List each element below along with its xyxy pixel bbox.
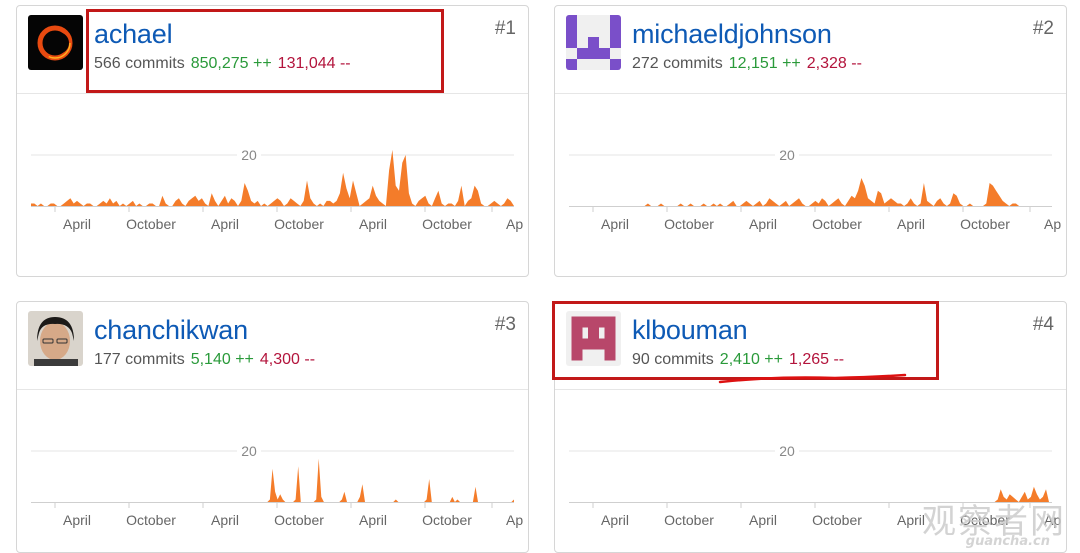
commit-activity-chart: 20 April October April October April October Ap <box>555 390 1066 552</box>
x-tick-label: April <box>749 216 777 232</box>
x-tick-label: April <box>211 216 239 232</box>
x-tick-label: October <box>960 216 1010 232</box>
x-tick-label: October <box>812 512 862 528</box>
purple-pixel-avatar-icon <box>566 15 621 70</box>
x-tick-label: October <box>274 512 324 528</box>
username-link[interactable]: achael <box>94 19 173 49</box>
rank-badge: #2 <box>1032 18 1054 39</box>
deletions-count: 131,044 -- <box>277 55 351 72</box>
x-tick-label: October <box>126 216 176 232</box>
x-tick-label: April <box>897 216 925 232</box>
x-tick-label: April <box>601 512 629 528</box>
x-tick-label: October <box>664 216 714 232</box>
commit-area-series <box>569 486 1052 502</box>
commit-activity-chart: 20 April October April October April October Ap <box>17 94 528 276</box>
x-tick-label: April <box>897 512 925 528</box>
watermark-text: 观察者网 <box>922 502 1066 542</box>
chart-svg: 20 April October April October April October Ap <box>569 442 1061 528</box>
y-tick-label-bg <box>775 442 799 458</box>
x-tick-label: April <box>359 512 387 528</box>
x-tick-label: April <box>63 216 91 232</box>
y-tick-label-bg <box>775 146 799 162</box>
y-tick-label: 20 <box>241 443 257 459</box>
username-link[interactable]: chanchikwan <box>94 315 248 345</box>
x-tick-label: April <box>63 512 91 528</box>
card-header: chanchikwan 177 commits 5,140 ++ 4,300 -- … <box>17 302 528 390</box>
x-tick-label: Ap <box>506 216 523 232</box>
deletions-count: 2,328 -- <box>806 55 862 72</box>
x-tick-label: October <box>126 512 176 528</box>
rank-badge: #3 <box>494 314 516 335</box>
x-tick-label: October <box>960 512 1010 528</box>
commit-count: 272 commits <box>632 55 723 72</box>
x-tick-label: October <box>422 512 472 528</box>
x-tick-label: April <box>749 512 777 528</box>
x-tick-label: October <box>812 216 862 232</box>
commit-activity-chart: 20 April October April October April October Ap <box>555 94 1066 276</box>
additions-count: 12,151 ++ <box>728 55 801 72</box>
commit-stats: 90 commits 2,410 ++ 1,265 -- <box>632 350 844 370</box>
additions-count: 850,275 ++ <box>190 55 272 72</box>
watermark-subtext: guancha.cn <box>965 534 1050 549</box>
y-tick-label: 20 <box>779 147 795 163</box>
contributor-card-2: michaeldjohnson 272 commits 12,151 ++ 2,32… <box>554 5 1067 277</box>
username-link[interactable]: klbouman <box>632 315 748 345</box>
additions-count: 5,140 ++ <box>190 351 254 368</box>
chart-svg: 20 April October April October April October Ap <box>31 442 523 528</box>
commit-count: 566 commits <box>94 55 185 72</box>
username-link[interactable]: michaeldjohnson <box>632 19 832 49</box>
commit-stats: 272 commits 12,151 ++ 2,328 -- <box>632 54 862 74</box>
x-tick-label: Ap <box>1044 512 1061 528</box>
additions-count: 2,410 ++ <box>719 351 783 368</box>
card-header: michaeldjohnson 272 commits 12,151 ++ 2,32… <box>555 6 1066 94</box>
y-tick-label: 20 <box>779 443 795 459</box>
commit-count: 90 commits <box>632 351 714 368</box>
x-tick-label: October <box>664 512 714 528</box>
x-tick-label: April <box>211 512 239 528</box>
y-tick-label: 20 <box>241 147 257 163</box>
avatar-klbouman[interactable] <box>566 311 621 366</box>
y-tick-label-bg <box>237 442 261 458</box>
commit-area-series <box>31 458 514 502</box>
commit-stats: 566 commits 850,275 ++ 131,044 -- <box>94 54 351 74</box>
contributor-card-3: chanchikwan 177 commits 5,140 ++ 4,300 -- … <box>16 301 529 553</box>
commit-activity-chart: 20 April October April October April October Ap <box>17 390 528 552</box>
commit-count: 177 commits <box>94 351 185 368</box>
y-tick-label-bg <box>237 146 261 162</box>
x-tick-label: October <box>422 216 472 232</box>
black-hole-avatar-icon <box>28 15 83 70</box>
avatar-michaeldjohnson[interactable] <box>566 15 621 70</box>
chart-svg: 20 April October April October April October Ap <box>31 146 523 232</box>
chart-svg: 20 April October April October April October Ap <box>569 146 1061 232</box>
commit-stats: 177 commits 5,140 ++ 4,300 -- <box>94 350 315 370</box>
x-tick-label: April <box>359 216 387 232</box>
x-tick-label: Ap <box>1044 216 1061 232</box>
rank-badge: #4 <box>1032 314 1054 335</box>
commit-area-series <box>31 149 514 206</box>
rank-badge: #1 <box>494 18 516 39</box>
avatar-achael[interactable] <box>28 15 83 70</box>
x-tick-label: October <box>274 216 324 232</box>
pink-pixel-avatar-icon <box>566 311 621 366</box>
photo-avatar-icon <box>28 311 83 366</box>
x-tick-label: Ap <box>506 512 523 528</box>
x-tick-label: April <box>601 216 629 232</box>
deletions-count: 4,300 -- <box>259 351 316 368</box>
contributor-card-1: achael 566 commits 850,275 ++ 131,044 -- #… <box>16 5 529 277</box>
card-header: achael 566 commits 850,275 ++ 131,044 -- #… <box>17 6 528 94</box>
deletions-count: 1,265 -- <box>788 351 845 368</box>
contributor-card-4: klbouman 90 commits 2,410 ++ 1,265 -- #4 2… <box>554 301 1067 553</box>
card-header: klbouman 90 commits 2,410 ++ 1,265 -- #4 <box>555 302 1066 390</box>
commit-area-series <box>569 178 1052 206</box>
avatar-chanchikwan[interactable] <box>28 311 83 366</box>
